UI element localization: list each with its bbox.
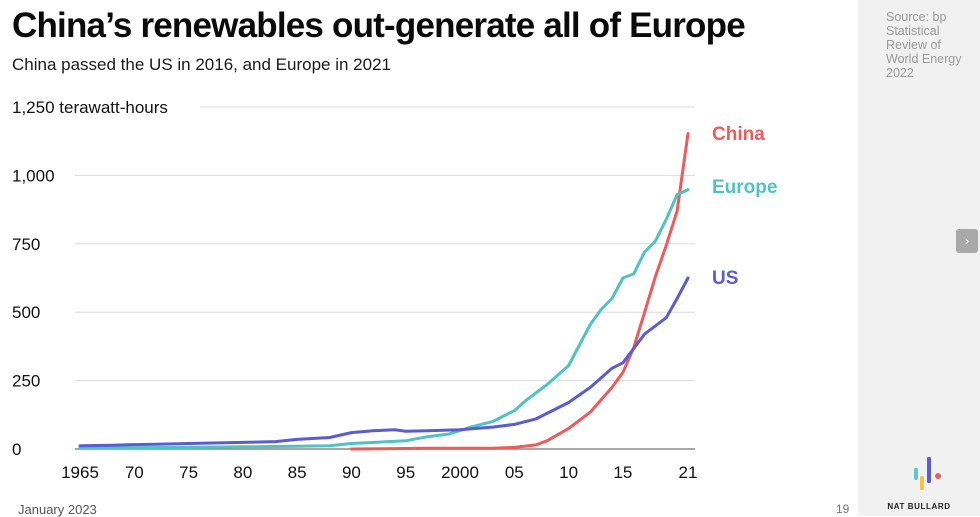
chart-title: China’s renewables out-generate all of E… [12, 6, 746, 45]
page-number: 19 [836, 502, 850, 516]
x-tick-label: 1965 [61, 463, 99, 482]
series-label-us: US [712, 268, 738, 289]
x-tick-label: 21 [679, 463, 698, 482]
series-line-europe [78, 188, 690, 450]
series-line-china [349, 132, 690, 451]
x-tick-label: 95 [396, 463, 415, 482]
x-tick-label: 10 [559, 463, 578, 482]
logo-dot-red [935, 473, 941, 479]
y-tick-label: 500 [12, 303, 40, 322]
x-tick-label: 85 [288, 463, 307, 482]
y-tick-label: 0 [12, 440, 21, 459]
source-note: Source: bp Statistical Review of World E… [886, 10, 962, 80]
series-line-us [78, 276, 690, 448]
x-tick-label: 75 [179, 463, 198, 482]
x-axis-tick-labels: 1965 70 75 80 85 90 95 2000 05 10 15 21 [61, 463, 697, 482]
x-tick-label: 15 [613, 463, 632, 482]
brand-name: NAT BULLARD [887, 502, 951, 511]
x-tick-label: 70 [125, 463, 144, 482]
side-panel: Source: bp Statistical Review of World E… [858, 0, 980, 516]
x-tick-label: 05 [505, 463, 524, 482]
logo-bar-yellow [920, 476, 924, 490]
y-axis-tick-labels: 0 250 500 750 1,000 1,250 terawatt-hours [12, 98, 168, 459]
chevron-right-icon[interactable]: › [956, 229, 978, 253]
series-label-china: China [712, 124, 765, 145]
x-tick-label: 90 [342, 463, 361, 482]
logo-bar-teal [914, 468, 918, 480]
y-tick-label: 750 [12, 235, 40, 254]
series-lines [78, 132, 690, 451]
footer-date: January 2023 [18, 502, 97, 517]
series-labels: China Europe US [712, 124, 777, 289]
line-chart: 0 250 500 750 1,000 1,250 terawatt-hours 1965… [12, 98, 777, 482]
logo-bar-purple [927, 457, 931, 483]
chart-subtitle: China passed the US in 2016, and Europe … [12, 55, 391, 74]
y-tick-label: 250 [12, 372, 40, 391]
x-tick-label: 80 [233, 463, 252, 482]
y-tick-label: 1,000 [12, 166, 55, 185]
y-axis-unit-label: 1,250 terawatt-hours [12, 98, 168, 117]
nat-bullard-logo [914, 457, 941, 490]
series-label-europe: Europe [712, 177, 777, 198]
x-tick-label: 2000 [441, 463, 479, 482]
